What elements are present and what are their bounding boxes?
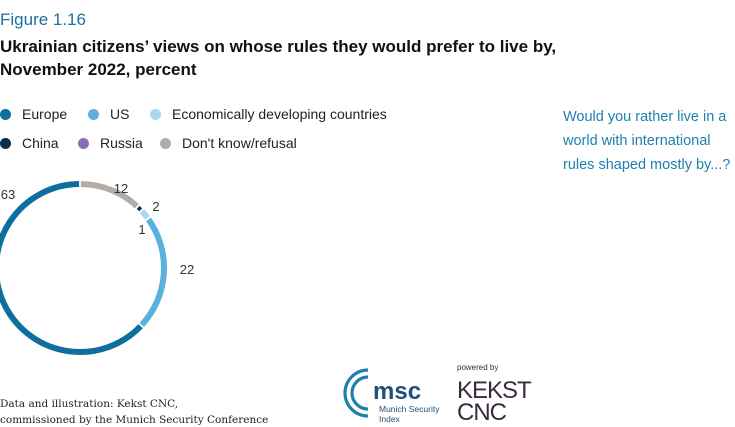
source-line-1: Data and illustration: Kekst CNC, bbox=[0, 398, 179, 410]
legend-label-china: China bbox=[22, 135, 59, 151]
legend-dot-china bbox=[0, 138, 11, 149]
chart-title-line-2: November 2022, percent bbox=[0, 60, 197, 79]
kekst-logo-line-2: CNC bbox=[457, 399, 507, 424]
msc-logo-text: msc bbox=[373, 378, 421, 405]
ring-segment-us bbox=[139, 217, 167, 327]
legend-label-russia: Russia bbox=[100, 135, 143, 151]
legend-dot-us bbox=[88, 109, 99, 120]
msc-logo: msc Munich Security Index bbox=[343, 368, 440, 424]
legend-dot-dontknow bbox=[160, 138, 171, 149]
data-label-economically-developing-countries: 2 bbox=[152, 199, 159, 214]
legend-label-developing: Economically developing countries bbox=[172, 106, 387, 122]
chart-title-line-1: Ukrainian citizens’ views on whose rules… bbox=[0, 37, 557, 56]
legend-label-europe: Europe bbox=[22, 106, 68, 122]
source-note: Data and illustration: Kekst CNC, commis… bbox=[0, 396, 268, 427]
data-label-europe: 63 bbox=[1, 187, 15, 202]
ring-segment-don-t-know-refusal bbox=[80, 181, 139, 209]
msc-logo-sub-1: Munich Security bbox=[379, 404, 440, 414]
chart-title: Ukrainian citizens’ views on whose rules… bbox=[0, 35, 560, 81]
legend-dot-developing bbox=[150, 109, 161, 120]
data-label-us: 22 bbox=[180, 262, 194, 277]
figure-label: Figure 1.16 bbox=[0, 10, 86, 29]
ring-segment-china bbox=[136, 205, 143, 212]
data-label-china: 1 bbox=[138, 222, 145, 237]
msc-logo-sub-2: Index bbox=[379, 414, 401, 424]
ring-segment-europe bbox=[0, 181, 143, 355]
survey-question: Would you rather live in a world with in… bbox=[563, 109, 731, 173]
powered-by-text: powered by bbox=[457, 363, 498, 372]
ring-segment-economically-developing-countries bbox=[139, 209, 150, 220]
legend-label-dontknow: Don't know/refusal bbox=[182, 135, 297, 151]
kekst-logo-line-1: KEKST bbox=[457, 377, 532, 404]
source-line-2: commissioned by the Munich Security Conf… bbox=[0, 414, 269, 426]
kekst-cnc-logo: powered by KEKST CNC bbox=[457, 363, 533, 424]
legend-dot-russia bbox=[78, 138, 89, 149]
data-label-don-t-know-refusal: 12 bbox=[114, 181, 128, 196]
legend-label-us: US bbox=[110, 106, 130, 122]
legend-dot-europe bbox=[0, 109, 11, 120]
